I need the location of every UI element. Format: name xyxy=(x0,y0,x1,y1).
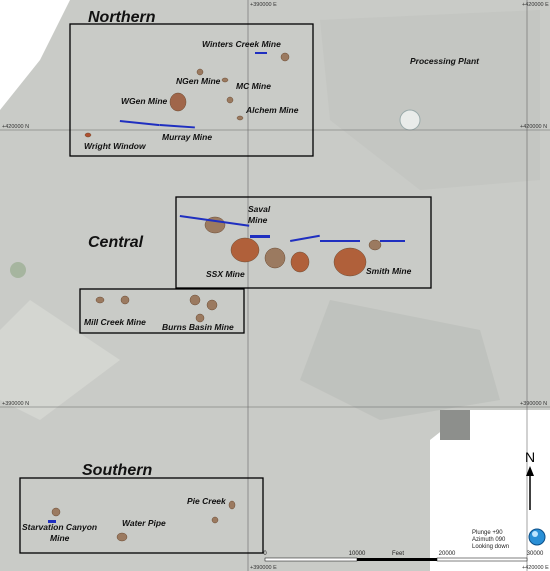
blank-area xyxy=(0,0,70,110)
view-globe-highlight xyxy=(532,531,538,537)
grid-label: +420000 N xyxy=(520,124,547,130)
compass-label: N xyxy=(525,449,535,465)
mine-label: Alchem Mine xyxy=(245,105,299,115)
grid-label: +420000 E xyxy=(522,2,549,8)
terrain-dark xyxy=(320,10,540,190)
mine-label: WGen Mine xyxy=(121,96,168,106)
mine-label: SSX Mine xyxy=(206,269,245,279)
mine-label: Burns Basin Mine xyxy=(162,322,234,332)
mine-label: Murray Mine xyxy=(162,132,212,142)
grid-label: +420000 E xyxy=(522,565,549,571)
mine-label: Starvation Canyon xyxy=(22,522,97,532)
mine-label: Water Pipe xyxy=(122,518,166,528)
scale-label: 0 xyxy=(263,551,267,557)
view-info: Looking down xyxy=(472,544,509,550)
grid-label: +420000 N xyxy=(2,124,29,130)
vegetation xyxy=(10,262,26,278)
view-info: Plunge +90 xyxy=(472,530,503,536)
grid-label: +390000 E xyxy=(250,565,277,571)
drill-traces xyxy=(48,52,405,523)
scale-label: 20000 xyxy=(439,551,456,557)
plant-site xyxy=(399,109,421,131)
region-label: Southern xyxy=(82,462,152,479)
terrain-dark xyxy=(440,410,470,440)
mine-label: Mine xyxy=(248,215,268,225)
scale-label: 10000 xyxy=(349,551,366,557)
grid-label: +390000 E xyxy=(250,2,277,8)
mine-label: Winters Creek Mine xyxy=(202,39,281,49)
view-info: Azimuth 090 xyxy=(472,537,506,543)
compass: N xyxy=(525,449,535,510)
blank-area xyxy=(430,410,550,571)
mine-label: Pie Creek xyxy=(187,496,227,506)
scale-bar: 0 10000 Feet 20000 30000 xyxy=(263,551,544,562)
region-label: Central xyxy=(88,234,144,251)
mine-label: NGen Mine xyxy=(176,76,221,86)
terrain-light xyxy=(0,300,120,420)
grid-label: +390000 N xyxy=(2,401,29,407)
mine-label: Wright Window xyxy=(84,141,147,151)
scale-unit: Feet xyxy=(392,551,404,557)
terrain-dark xyxy=(300,300,500,420)
mine-label: Mill Creek Mine xyxy=(84,317,146,327)
scale-label: 30000 xyxy=(527,551,544,557)
mine-label: Saval xyxy=(248,204,271,214)
mine-label: Processing Plant xyxy=(410,56,480,66)
grid-label: +390000 N xyxy=(520,401,547,407)
region-label: Northern xyxy=(88,9,156,26)
mine-label: MC Mine xyxy=(236,81,271,91)
deposits xyxy=(51,52,382,542)
region-boxes xyxy=(19,23,432,554)
view-globe xyxy=(528,528,546,546)
mine-label: Mine xyxy=(50,533,70,543)
mine-label: Smith Mine xyxy=(366,266,412,276)
